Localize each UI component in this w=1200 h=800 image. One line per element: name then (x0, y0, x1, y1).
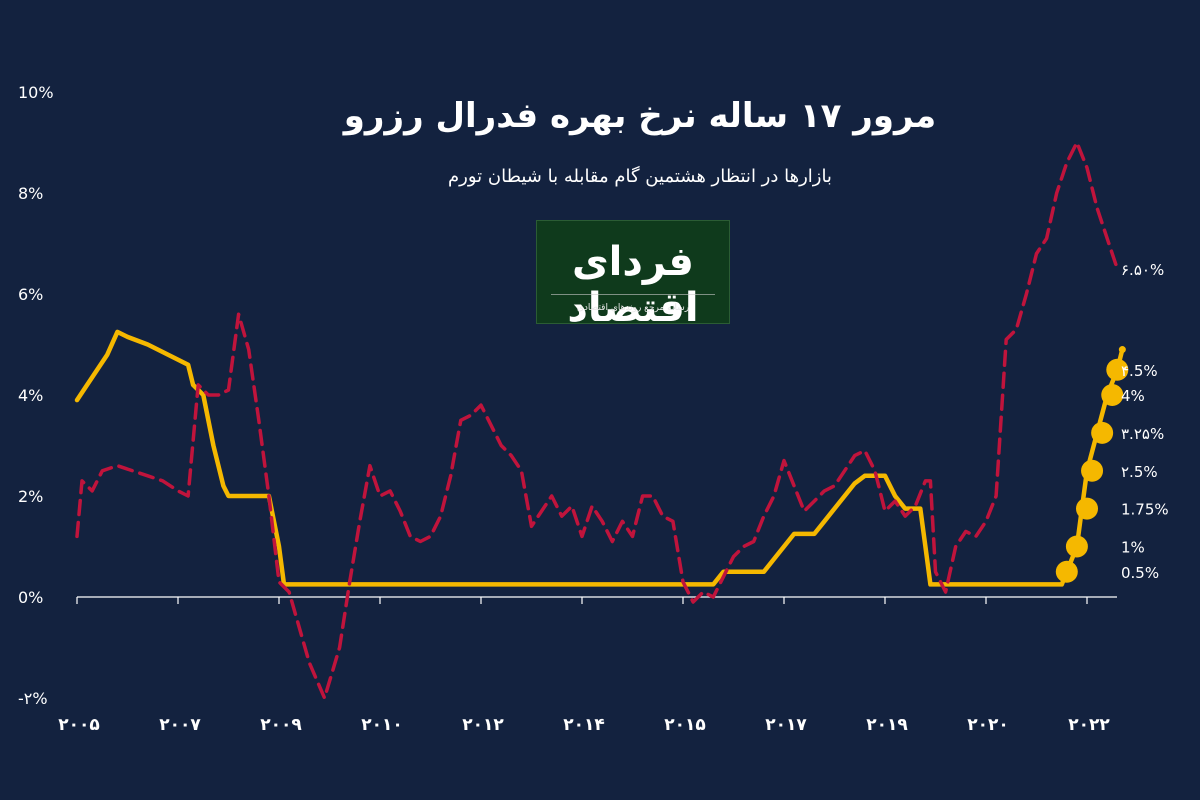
x-tick-label: ۲۰۱۹ (866, 715, 908, 735)
value-annotation: ۴.5% (1121, 362, 1158, 380)
y-tick-label: 4% (18, 386, 43, 405)
value-annotation: 4% (1121, 387, 1145, 405)
x-tick-label: ۲۰۰۹ (260, 715, 302, 735)
value-annotation: 1.75% (1121, 501, 1169, 519)
fed-rate-end-dot (1118, 346, 1126, 354)
fed_rate-marker (1065, 535, 1088, 558)
brand-logo: فردای اقتصاد رسانه مرجع روندهای اقتصادی (536, 220, 730, 331)
logo-name: فردای اقتصاد (567, 239, 699, 331)
value-annotation: ۶.۵۰% (1121, 261, 1164, 279)
x-tick-label: ۲۰۲۰ (967, 715, 1009, 735)
x-tick-label: ۲۰۱۰ (361, 715, 403, 735)
value-annotation: ۲.5% (1121, 463, 1158, 481)
value-annotation: 1% (1121, 539, 1145, 557)
y-tick-label: 10% (18, 83, 54, 102)
x-tick-label: ۲۰۱۷ (765, 715, 807, 735)
y-tick-label: 2% (18, 487, 43, 506)
fed_rate-marker (1091, 421, 1114, 444)
fed_rate-marker (1106, 358, 1129, 381)
x-tick-label: ۲۰۱۲ (462, 715, 504, 735)
x-tick-label: ۲۰۱۴ (563, 715, 605, 735)
logo-tagline: رسانه مرجع روندهای اقتصادی (576, 303, 690, 313)
y-tick-label: -۲% (18, 689, 48, 708)
fed_rate-marker (1101, 384, 1124, 406)
chart-title: مرور ۱۷ ساله نرخ بهره فدرال رزرو (343, 96, 937, 136)
logo-divider (551, 294, 715, 295)
y-tick-label: 0% (18, 588, 43, 607)
value-annotation: ۳.۲۵% (1121, 425, 1164, 443)
fed_rate-marker (1081, 459, 1104, 482)
y-tick-label: 8% (18, 184, 43, 203)
fed_rate-line (74, 329, 1125, 587)
x-tick-label: ۲۰۲۲ (1068, 715, 1110, 735)
y-tick-label: 6% (18, 285, 43, 304)
x-tick-label: ۲۰۰۵ (58, 715, 100, 735)
value-annotation: 0.5% (1121, 564, 1159, 582)
fed_rate-marker (1076, 497, 1098, 520)
x-tick-label: ۲۰۱۵ (664, 715, 706, 735)
chart-subtitle: بازارها در انتظار هشتمین گام مقابله با ش… (448, 166, 832, 187)
x-tick-label: ۲۰۰۷ (159, 715, 201, 735)
inflation-line (75, 140, 1120, 700)
fed_rate-marker (1055, 560, 1078, 583)
